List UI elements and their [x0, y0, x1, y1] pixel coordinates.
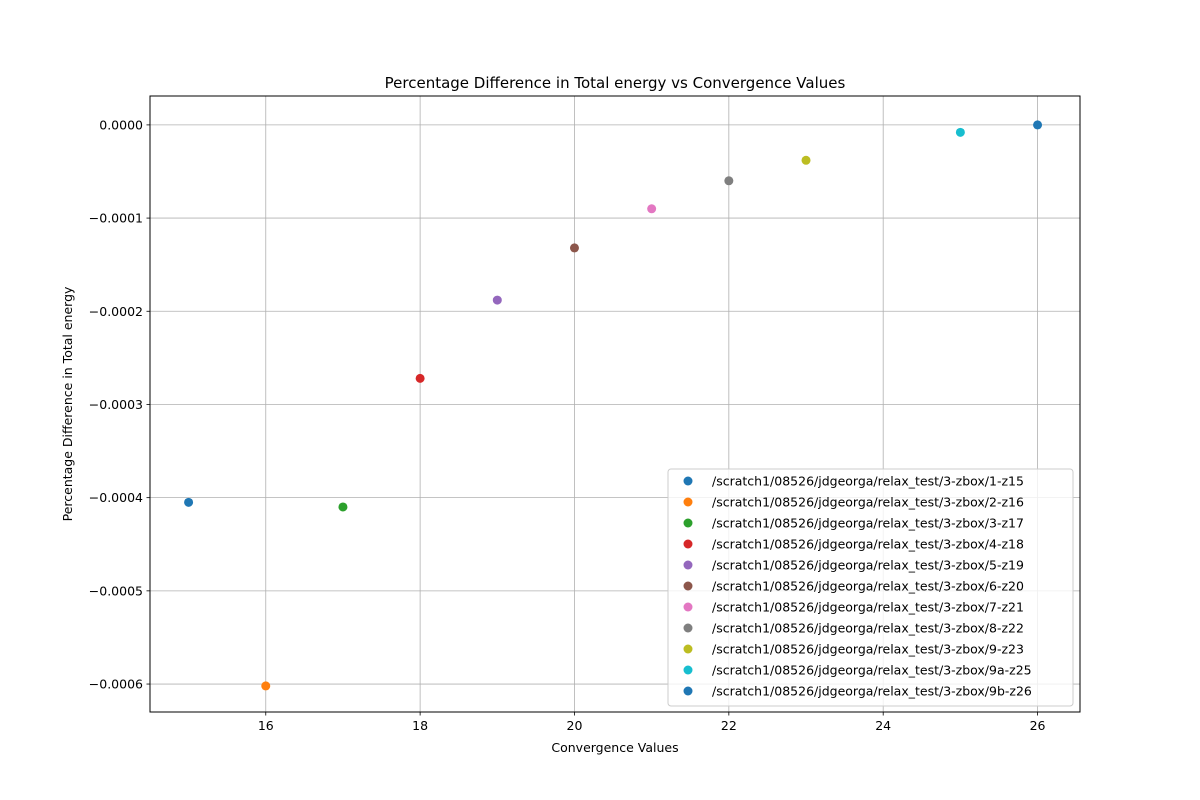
data-points	[184, 120, 1043, 691]
x-axis-ticks: 16 18 20 22 24 26	[258, 712, 1046, 733]
y-axis-label: Percentage Difference in Total energy	[60, 286, 75, 521]
legend-entry: /scratch1/08526/jdgeorga/relax_test/3-zb…	[712, 642, 1024, 657]
legend-entry: /scratch1/08526/jdgeorga/relax_test/3-zb…	[712, 495, 1024, 510]
legend-marker	[683, 665, 693, 675]
x-tick-label: 16	[258, 718, 274, 733]
legend-marker	[683, 560, 693, 570]
legend-marker	[683, 686, 693, 696]
data-point	[569, 243, 579, 253]
legend-marker	[683, 518, 693, 528]
y-tick-label: −0.0005	[89, 583, 143, 598]
y-tick-label: −0.0002	[89, 304, 143, 319]
legend-entry: /scratch1/08526/jdgeorga/relax_test/3-zb…	[712, 558, 1024, 573]
y-tick-label: −0.0001	[89, 211, 143, 226]
data-point	[338, 502, 348, 512]
x-tick-label: 18	[412, 718, 428, 733]
x-tick-label: 22	[721, 718, 737, 733]
data-point	[801, 155, 811, 165]
x-tick-label: 26	[1030, 718, 1046, 733]
x-axis-label: Convergence Values	[551, 740, 678, 755]
legend-marker	[683, 623, 693, 633]
data-point	[724, 176, 734, 186]
data-point	[415, 373, 425, 383]
plot-area-frame	[149, 95, 1081, 713]
legend-entry: /scratch1/08526/jdgeorga/relax_test/3-zb…	[712, 684, 1032, 699]
legend: /scratch1/08526/jdgeorga/relax_test/3-zb…	[667, 468, 1074, 707]
legend-entry: /scratch1/08526/jdgeorga/relax_test/3-zb…	[712, 600, 1024, 615]
legend-entry: /scratch1/08526/jdgeorga/relax_test/3-zb…	[712, 579, 1024, 594]
legend-marker	[683, 476, 693, 486]
legend-entry: /scratch1/08526/jdgeorga/relax_test/3-zb…	[712, 516, 1024, 531]
legend-entry: /scratch1/08526/jdgeorga/relax_test/3-zb…	[712, 621, 1024, 636]
data-point	[184, 497, 194, 507]
chart-title: Percentage Difference in Total energy vs…	[385, 74, 846, 92]
legend-marker	[683, 602, 693, 612]
legend-marker	[683, 497, 693, 507]
legend-marker	[683, 644, 693, 654]
y-tick-label: −0.0006	[89, 677, 143, 692]
legend-box	[667, 468, 1074, 707]
y-tick-label: −0.0004	[89, 490, 143, 505]
x-tick-label: 20	[567, 718, 583, 733]
x-tick-label: 24	[875, 718, 891, 733]
legend-entry: /scratch1/08526/jdgeorga/relax_test/3-zb…	[712, 537, 1024, 552]
data-point	[955, 127, 965, 137]
data-point	[261, 681, 271, 691]
y-tick-label: −0.0003	[89, 397, 143, 412]
data-point	[1033, 120, 1043, 130]
data-point	[647, 204, 657, 214]
data-point	[492, 295, 502, 305]
legend-entry: /scratch1/08526/jdgeorga/relax_test/3-zb…	[712, 474, 1024, 489]
y-axis-ticks: 0.0000 −0.0001 −0.0002 −0.0003 −0.0004 −0.000…	[89, 117, 150, 692]
y-tick-label: 0.0000	[99, 117, 143, 132]
legend-marker	[683, 539, 693, 549]
legend-marker	[683, 581, 693, 591]
legend-entry: /scratch1/08526/jdgeorga/relax_test/3-zb…	[712, 663, 1032, 678]
